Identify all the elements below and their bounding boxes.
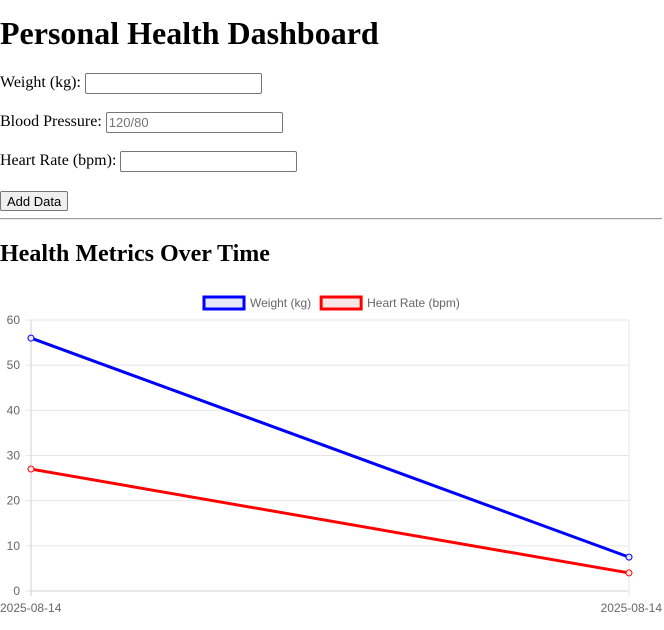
heart-rate-input[interactable] (120, 150, 298, 172)
data-point (625, 553, 633, 561)
y-tick-label: 50 (7, 358, 21, 372)
series-line (30, 336, 630, 559)
series-line (30, 467, 630, 575)
legend-label: Heart Rate (bpm) (367, 296, 460, 310)
y-tick-label: 20 (7, 494, 21, 508)
heart-rate-row: Heart Rate (bpm): (0, 150, 298, 172)
section-divider (0, 218, 662, 220)
blood-pressure-input[interactable] (105, 111, 283, 133)
legend-label: Weight (kg) (250, 296, 311, 310)
add-data-button[interactable]: Add Data (0, 191, 69, 211)
y-tick-label: 60 (7, 313, 21, 327)
blood-pressure-label: Blood Pressure: (0, 113, 102, 130)
legend-swatch (202, 295, 246, 311)
legend-swatch (319, 295, 363, 311)
y-tick-label: 30 (7, 449, 21, 463)
data-point (27, 334, 35, 342)
y-tick-label: 10 (7, 539, 21, 553)
section-title: Health Metrics Over Time (0, 241, 270, 267)
page-title: Personal Health Dashboard (0, 15, 379, 51)
weight-row: Weight (kg): (0, 72, 262, 94)
weight-input[interactable] (84, 72, 262, 94)
data-point (625, 569, 633, 577)
data-point (27, 465, 35, 473)
x-tick-label: 2025-08-14 (601, 601, 663, 615)
y-tick-label: 40 (7, 403, 21, 417)
x-tick-label: 2025-08-14 (0, 601, 62, 615)
health-metrics-chart: 0 10 20 30 40 50 60 2025-08-14 2025-08-14 Weight… (0, 295, 663, 615)
y-tick-label: 0 (13, 584, 20, 598)
weight-label: Weight (kg): (0, 74, 81, 91)
blood-pressure-row: Blood Pressure: (0, 111, 283, 133)
heart-rate-label: Heart Rate (bpm): (0, 152, 117, 169)
